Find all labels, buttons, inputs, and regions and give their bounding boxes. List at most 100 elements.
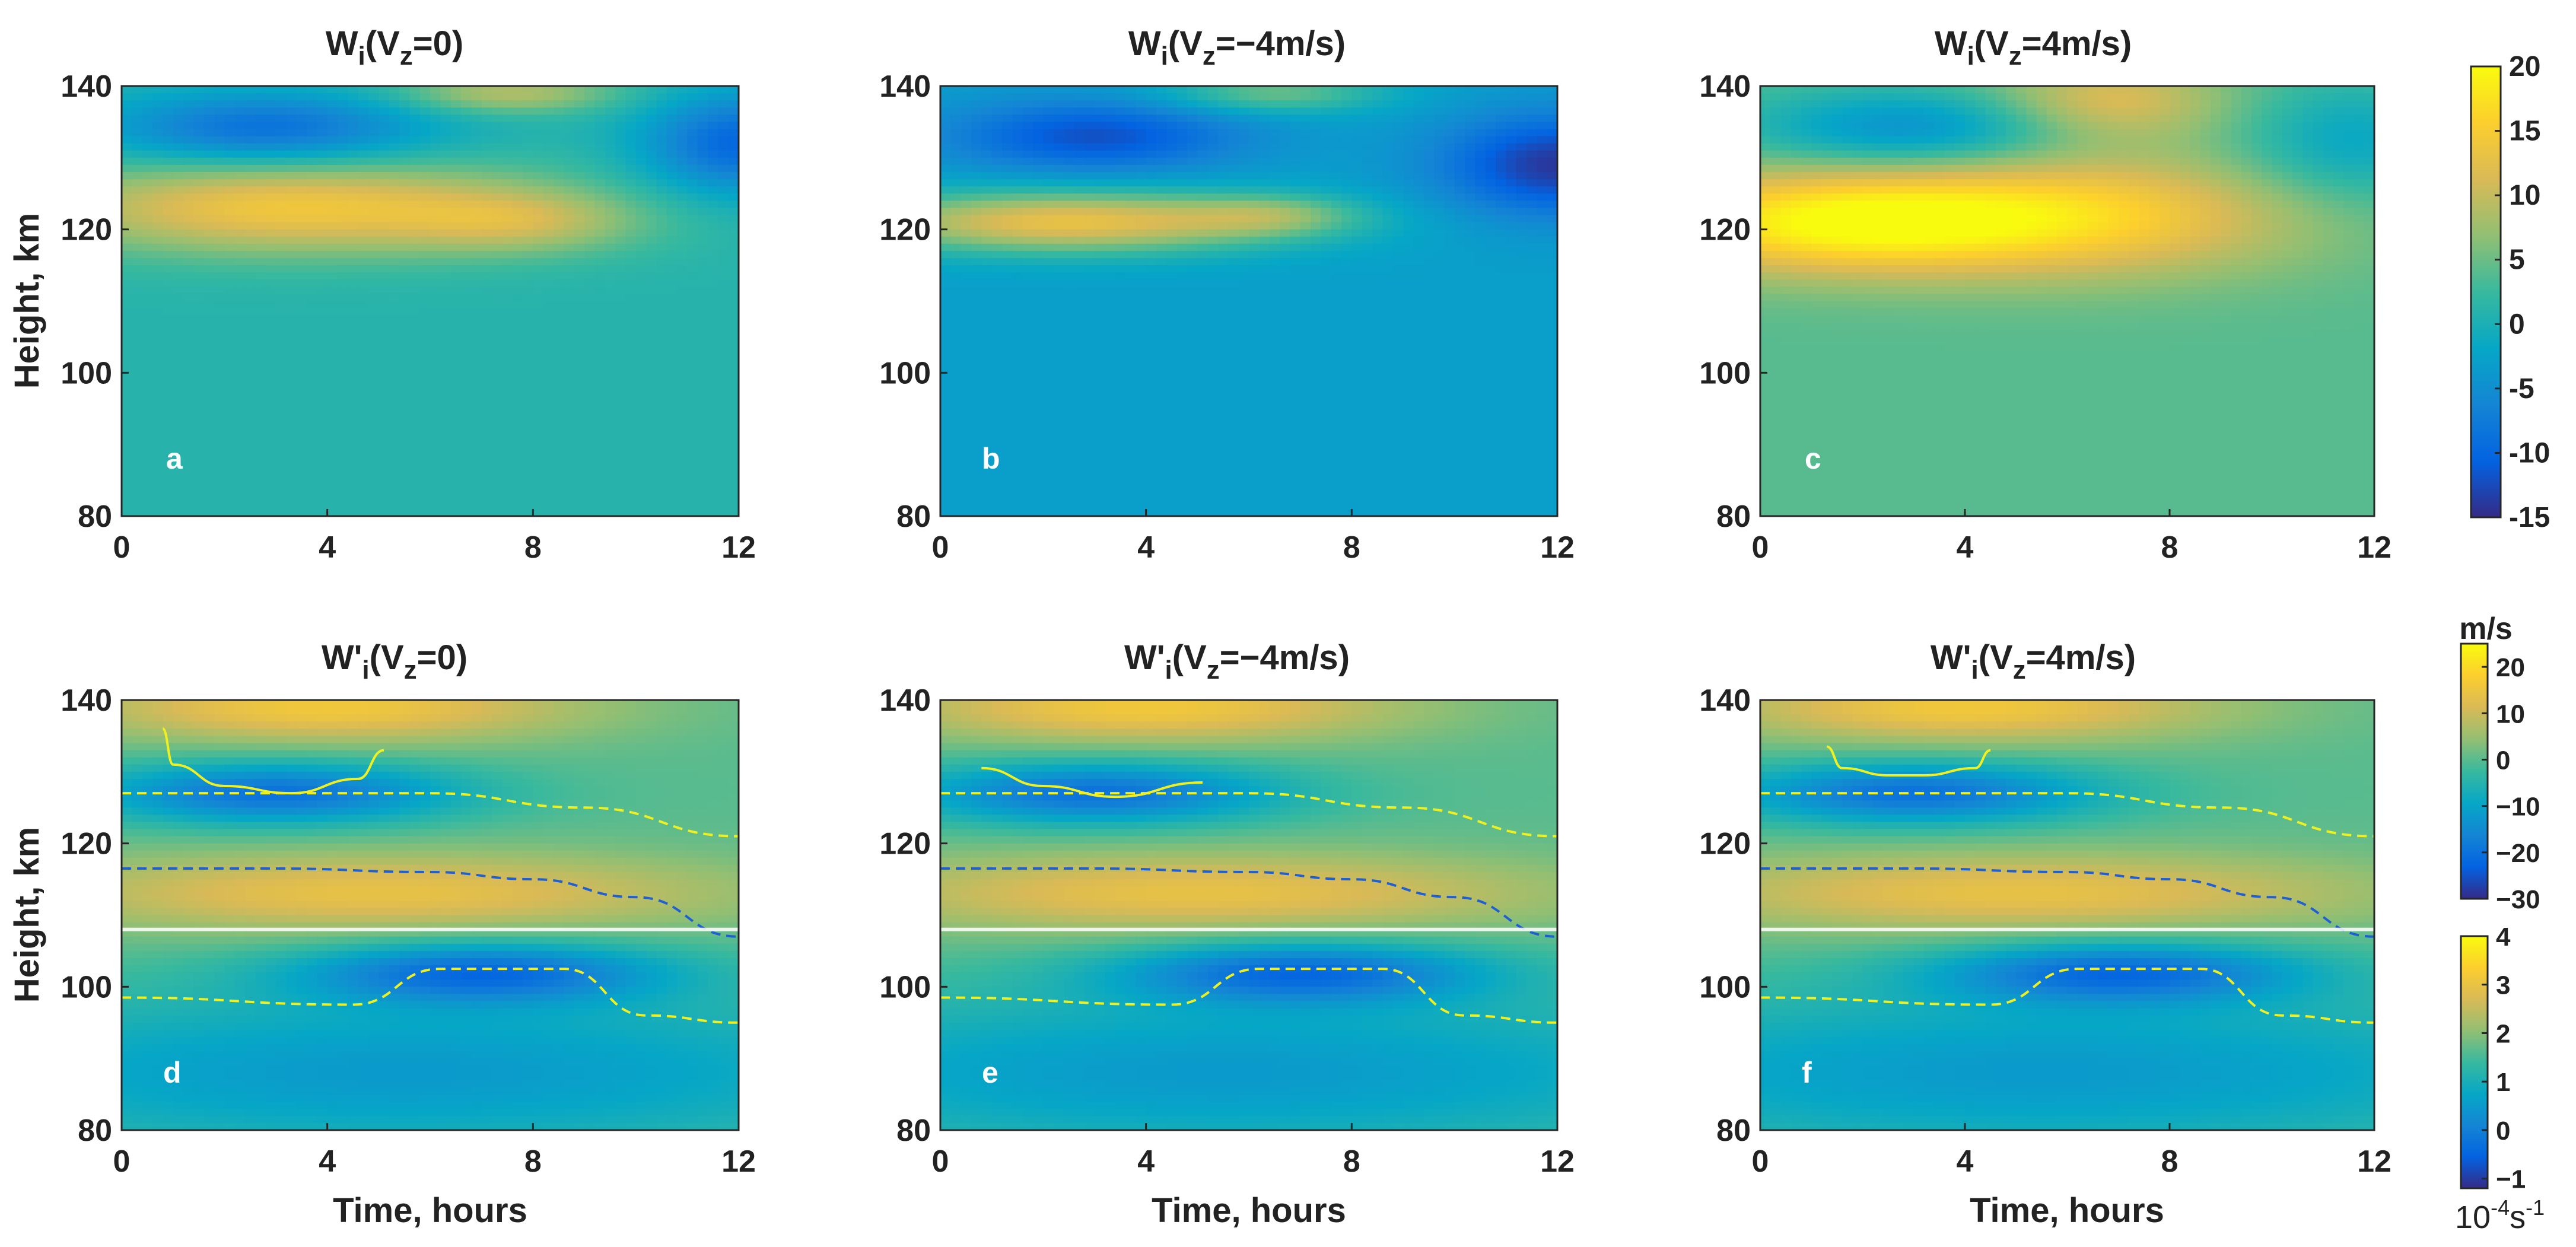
heatmap-cell xyxy=(1362,172,1373,180)
heatmap-cell xyxy=(1105,172,1116,180)
heatmap-cell xyxy=(1084,114,1095,123)
heatmap-cell xyxy=(461,387,472,395)
heatmap-cell xyxy=(697,451,708,459)
heatmap-cell xyxy=(338,107,349,115)
heatmap-cell xyxy=(214,157,225,166)
heatmap-cell xyxy=(1311,172,1322,180)
heatmap-cell xyxy=(163,114,174,123)
heatmap-cell xyxy=(338,215,349,223)
heatmap-cell xyxy=(276,501,287,510)
heatmap-cell xyxy=(1485,114,1496,123)
heatmap-cell xyxy=(276,494,287,502)
heatmap-cell xyxy=(255,294,266,302)
heatmap-cell xyxy=(265,437,276,445)
heatmap-cell xyxy=(1496,93,1507,101)
heatmap-cell xyxy=(656,287,667,295)
heatmap-cell xyxy=(214,394,225,402)
heatmap-cell xyxy=(203,236,215,244)
heatmap-cell xyxy=(1146,107,1157,115)
heatmap-cell xyxy=(512,215,523,223)
heatmap-cell xyxy=(142,236,153,244)
heatmap-cell xyxy=(718,494,729,502)
heatmap-cell xyxy=(533,250,544,259)
heatmap-cell xyxy=(132,444,143,452)
heatmap-cell xyxy=(991,243,1003,252)
heatmap-cell xyxy=(193,329,205,338)
heatmap-cell xyxy=(1053,164,1064,173)
heatmap-cell xyxy=(461,301,472,309)
heatmap-cell xyxy=(961,100,972,108)
heatmap-cell xyxy=(132,358,143,366)
heatmap-cell xyxy=(255,265,266,273)
heatmap-cell xyxy=(1413,222,1424,230)
y-tick-label: 100 xyxy=(61,356,112,390)
heatmap-cell xyxy=(728,243,739,252)
heatmap-cell xyxy=(625,365,637,373)
heatmap-cell xyxy=(152,301,164,309)
heatmap-cell xyxy=(1176,122,1188,130)
heatmap-cell xyxy=(317,394,328,402)
heatmap-cell xyxy=(245,100,256,108)
heatmap-cell xyxy=(646,466,657,474)
heatmap-cell xyxy=(173,222,184,230)
heatmap-cell xyxy=(1311,236,1322,244)
heatmap-cell xyxy=(1475,129,1486,137)
heatmap-cell xyxy=(419,422,431,431)
heatmap-cell xyxy=(502,172,513,180)
heatmap-cell xyxy=(656,86,667,94)
heatmap-cell xyxy=(1043,193,1054,201)
heatmap-cell xyxy=(615,265,626,273)
heatmap-cell xyxy=(461,143,472,151)
heatmap-cell xyxy=(1413,114,1424,123)
heatmap-cell xyxy=(697,122,708,130)
heatmap-cell xyxy=(1156,215,1168,223)
heatmap-cell xyxy=(1526,164,1538,173)
heatmap-cell xyxy=(419,100,431,108)
heatmap-cell xyxy=(389,408,400,416)
heatmap-cell xyxy=(523,487,534,495)
heatmap-cell xyxy=(635,329,647,338)
heatmap-cell xyxy=(419,480,431,488)
heatmap-cell xyxy=(1187,150,1198,158)
heatmap-cell xyxy=(389,272,400,280)
heatmap-cell xyxy=(1136,201,1147,209)
heatmap-cell xyxy=(646,193,657,201)
heatmap-cell xyxy=(1012,229,1023,237)
heatmap-cell xyxy=(605,157,616,166)
heatmap-cell xyxy=(317,422,328,431)
heatmap-cell xyxy=(338,143,349,151)
heatmap-cell xyxy=(163,122,174,130)
heatmap-cell xyxy=(183,279,195,287)
heatmap-cell xyxy=(950,236,962,244)
heatmap-cell xyxy=(940,208,952,216)
heatmap-cell xyxy=(656,229,667,237)
heatmap-cell xyxy=(1064,129,1075,137)
heatmap-cell xyxy=(1331,215,1342,223)
heatmap-cell xyxy=(1372,236,1384,244)
heatmap-cell xyxy=(502,201,513,209)
heatmap-cell xyxy=(286,459,297,467)
heatmap-cell xyxy=(991,229,1003,237)
heatmap-cell xyxy=(492,322,503,330)
heatmap-cell xyxy=(450,451,462,459)
heatmap-cell xyxy=(286,444,297,452)
heatmap-cell xyxy=(961,136,972,144)
heatmap-cell xyxy=(1259,179,1270,187)
heatmap-cell xyxy=(554,150,565,158)
heatmap-cell xyxy=(1434,229,1445,237)
heatmap-cell xyxy=(1506,215,1517,223)
heatmap-cell xyxy=(635,93,647,101)
heatmap-cell xyxy=(296,508,307,516)
heatmap-cell xyxy=(327,157,338,166)
heatmap-cell xyxy=(1033,150,1044,158)
heatmap-cell xyxy=(1156,193,1168,201)
heatmap-cell xyxy=(1300,143,1311,151)
heatmap-cell xyxy=(399,401,411,409)
heatmap-cell xyxy=(1084,229,1095,237)
heatmap-cell xyxy=(1392,107,1404,115)
heatmap-cell xyxy=(1053,222,1064,230)
heatmap-cell xyxy=(543,93,554,101)
heatmap-cell xyxy=(234,236,246,244)
heatmap-cell xyxy=(419,508,431,516)
heatmap-cell xyxy=(1187,229,1198,237)
